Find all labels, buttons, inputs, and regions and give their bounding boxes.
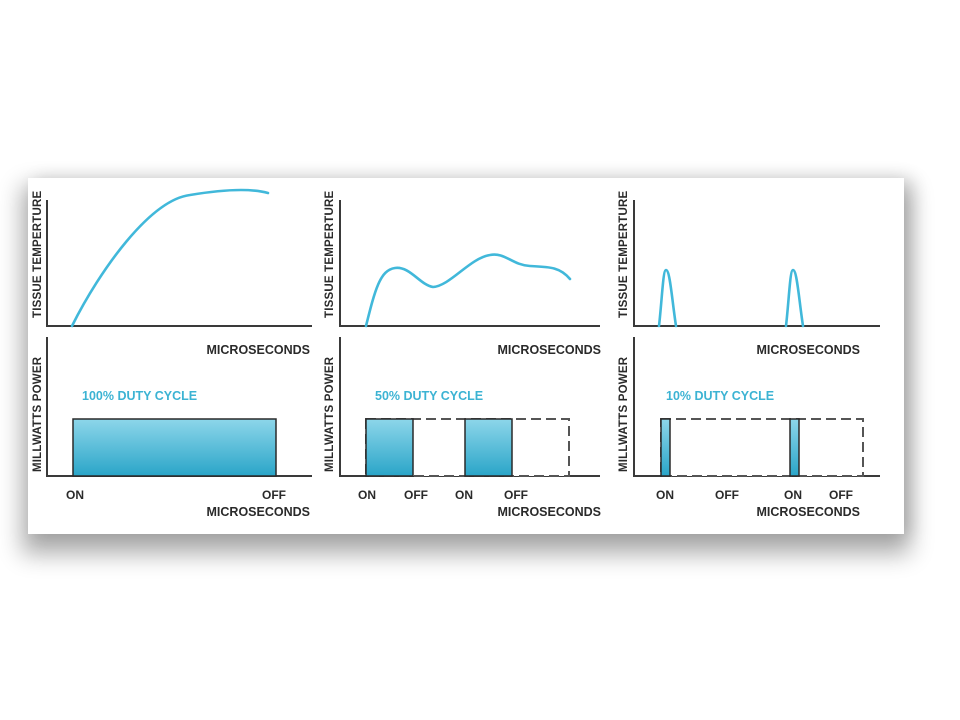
power-chart-100: MILLWATTS POWER 100% DUTY CYCLE ON OFF M… [32,337,312,519]
duty-cycle-label: 50% DUTY CYCLE [375,389,483,403]
temperature-curve [364,253,572,328]
tick-off: OFF [404,488,428,502]
duty-cycle-label: 10% DUTY CYCLE [666,389,774,403]
tick-off: OFF [504,488,528,502]
panel-100-duty-cycle: TISSUE TEMPERTURE MICROSECONDS MILLWATTS… [32,188,312,519]
temp-axis-label: TISSUE TEMPERTURE [324,191,336,318]
temperature-curve [70,188,270,328]
power-pulse-on [660,418,671,477]
power-pulse-on [365,418,414,477]
power-chart-10: MILLWATTS POWER 10% DUTY CYCLE ON OFF ON… [618,337,880,519]
power-pulse-on [72,418,277,477]
temperature-chart-50: TISSUE TEMPERTURE MICROSECONDS [324,191,601,357]
temp-x-label: MICROSECONDS [498,343,601,357]
temperature-spike [784,268,805,328]
power-off-outline [660,418,864,477]
power-x-label: MICROSECONDS [498,505,601,519]
temp-axis-label: TISSUE TEMPERTURE [618,191,630,318]
power-pulse-on [464,418,513,477]
tick-on: ON [455,488,473,502]
panel-50-duty-cycle: TISSUE TEMPERTURE MICROSECONDS MILLWATTS… [324,191,601,519]
temp-x-label: MICROSECONDS [207,343,310,357]
tick-on: ON [656,488,674,502]
tick-off: OFF [262,488,286,502]
power-axis-label: MILLWATTS POWER [32,356,44,472]
panel-10-duty-cycle: TISSUE TEMPERTURE MICROSECONDS MILLWATTS… [618,191,880,519]
power-axis-label: MILLWATTS POWER [324,356,336,472]
tick-off: OFF [829,488,853,502]
power-x-label: MICROSECONDS [757,505,860,519]
tick-on: ON [358,488,376,502]
power-pulse-on [789,418,800,477]
temperature-chart-100: TISSUE TEMPERTURE MICROSECONDS [32,188,312,357]
tick-off: OFF [715,488,739,502]
tick-on: ON [66,488,84,502]
power-chart-50: MILLWATTS POWER 50% DUTY CYCLE ON OFF ON… [324,337,601,519]
duty-cycle-label: 100% DUTY CYCLE [82,389,197,403]
temperature-spike [657,268,678,328]
power-axis-label: MILLWATTS POWER [618,356,630,472]
temperature-chart-10: TISSUE TEMPERTURE MICROSECONDS [618,191,880,357]
temp-x-label: MICROSECONDS [757,343,860,357]
temp-axis-label: TISSUE TEMPERTURE [32,191,44,318]
power-x-label: MICROSECONDS [207,505,310,519]
tick-on: ON [784,488,802,502]
